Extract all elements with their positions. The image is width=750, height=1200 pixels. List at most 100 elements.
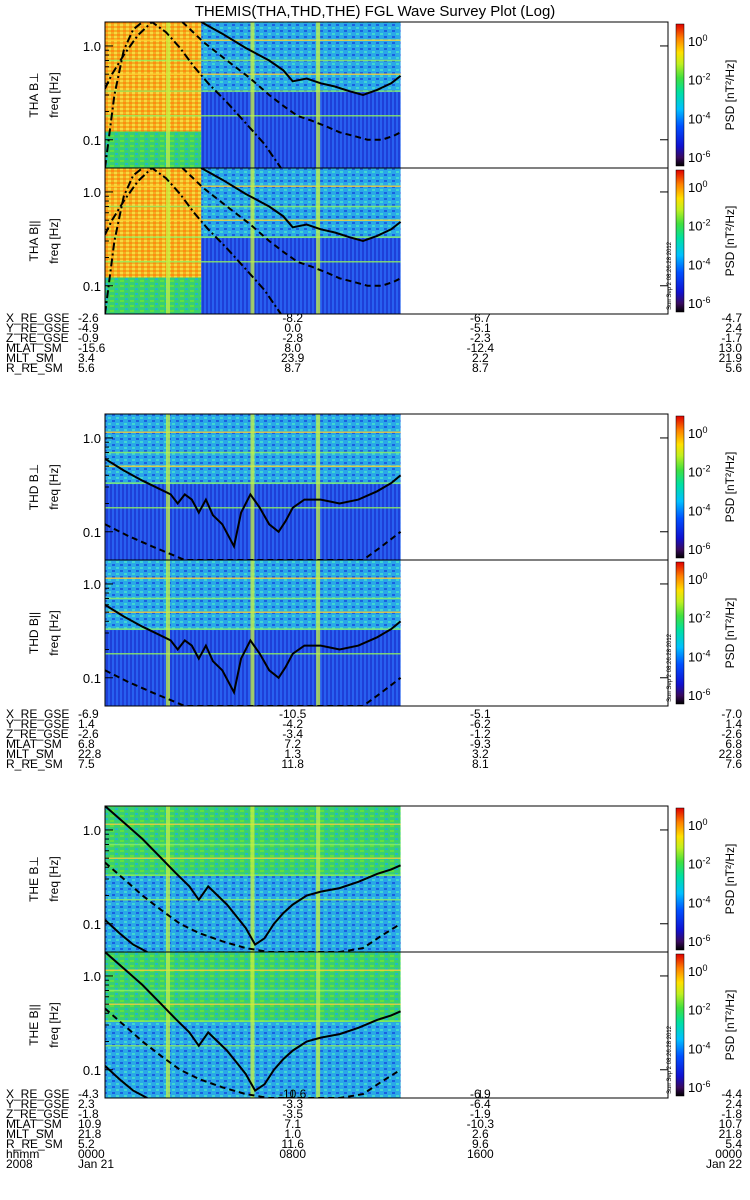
y-tick-label: 0.1 <box>83 1063 101 1078</box>
ephemeris-value: 8.1 <box>472 757 489 771</box>
ephemeris-label: Z_RE_GSE <box>6 1107 69 1121</box>
y-label-freq: freq [Hz] <box>47 610 61 655</box>
panel-thd-bperp <box>104 413 685 561</box>
ephemeris-value: -5.1 <box>470 321 491 335</box>
colorbar-tick-label: 10-2 <box>688 610 710 626</box>
y-tick-label: 0.1 <box>83 917 101 932</box>
curve-solid <box>200 22 402 97</box>
curve-solid <box>105 457 402 550</box>
ephemeris-value: -6.7 <box>470 311 491 325</box>
ephemeris-label: X_RE_GSE <box>6 707 69 721</box>
colorbar-label: PSD [nT²/Hz] <box>723 60 737 131</box>
ephemeris-value: -1.2 <box>470 727 491 741</box>
ephemeris-label: Y_RE_GSE <box>6 717 69 731</box>
ephemeris-label: MLT_SM <box>6 1127 54 1141</box>
y-tick-label: 0.1 <box>83 133 101 148</box>
ephemeris-value: 5.6 <box>78 361 95 375</box>
ephemeris-value: -10.5 <box>279 707 307 721</box>
colorbar <box>675 561 685 705</box>
ephemeris-value: 1.4 <box>78 717 95 731</box>
ephemeris-value: 7.5 <box>78 757 95 771</box>
y-label-freq: freq [Hz] <box>47 218 61 263</box>
colorbar-tick-label: 100 <box>688 179 707 195</box>
ephemeris-label: MLAT_SM <box>6 737 62 751</box>
colorbar <box>675 415 685 559</box>
ephemeris-label: R_RE_SM <box>6 757 63 771</box>
ephemeris-value: -6.9 <box>78 707 99 721</box>
time-axis-label: hhmm <box>6 1147 39 1161</box>
colorbar-tick-label: 10-4 <box>688 1040 710 1056</box>
ephemeris-value: -2.6 <box>78 311 99 325</box>
ephemeris-value: -6.2 <box>470 717 491 731</box>
ephemeris-value: -2.6 <box>721 727 742 741</box>
burst-stripe <box>165 22 170 168</box>
ephemeris-label: X_RE_GSE <box>6 1087 69 1101</box>
ephemeris-value: -1.9 <box>470 1107 491 1121</box>
burst-stripe <box>250 414 255 560</box>
ephemeris-value: 11.6 <box>281 1137 304 1151</box>
ephemeris-value: -15.6 <box>78 341 106 355</box>
colorbar-tick-label: 10-6 <box>688 933 710 949</box>
timestamp-stamp: Sun Sep 2 08:26:28 2012 <box>667 241 673 310</box>
y-tick-label: 1.0 <box>83 185 101 200</box>
y-label-freq: freq [Hz] <box>47 1002 61 1047</box>
ephemeris-value: -4.4 <box>721 1087 742 1101</box>
colorbar-label: PSD [nT²/Hz] <box>723 206 737 277</box>
ephemeris-value: -10.3 <box>467 1117 495 1131</box>
ephemeris-value: 1.0 <box>284 1127 301 1141</box>
curve-solid <box>105 603 402 696</box>
spectrogram-0 <box>105 22 401 168</box>
curve-dashed <box>181 22 402 141</box>
ephemeris-label: Y_RE_GSE <box>6 321 69 335</box>
y-tick-label: 0.1 <box>83 279 101 294</box>
y-label-freq: freq [Hz] <box>47 856 61 901</box>
ephemeris-value: 13.0 <box>719 341 743 355</box>
y-label-probe: THE B⊥ <box>27 856 41 902</box>
timestamp-stamp: Sun Sep 2 08:26:28 2012 <box>667 633 673 702</box>
colorbar-tick-label: 10-6 <box>688 295 710 311</box>
curve-dashed <box>105 669 402 706</box>
ephemeris-value: 3.2 <box>472 747 489 761</box>
y-label-probe: THA B⊥ <box>27 72 41 117</box>
burst-stripe <box>165 168 170 314</box>
ephemeris-value: -4.7 <box>721 311 742 325</box>
curve-dashdot <box>105 22 144 168</box>
ephemeris-value: 7.2 <box>284 737 301 751</box>
burst-stripe <box>250 952 255 1098</box>
burst-stripe <box>250 22 255 168</box>
ephemeris-value: 2.3 <box>78 1097 95 1111</box>
colorbar-label: PSD [nT²/Hz] <box>723 990 737 1061</box>
ephemeris-value: 1.4 <box>725 717 742 731</box>
colorbar-tick-label: 10-4 <box>688 110 710 126</box>
ephemeris-value: 21.8 <box>719 1127 743 1141</box>
colorbar-tick-label: 100 <box>688 963 707 979</box>
ephemeris-value: 6.8 <box>725 737 742 751</box>
burst-stripe <box>165 560 170 706</box>
colorbar-tick-label: 100 <box>688 425 707 441</box>
ephemeris-value: 8.0 <box>284 341 301 355</box>
y-tick-label: 1.0 <box>83 823 101 838</box>
ephemeris-label: R_RE_SM <box>6 361 63 375</box>
ephemeris-label: Z_RE_GSE <box>6 727 69 741</box>
date-label: Jan 21 <box>78 1157 114 1171</box>
y-label-probe: THD B|| <box>27 612 41 654</box>
time-tick-label: 0000 <box>78 1147 105 1161</box>
ephemeris-value: 5.4 <box>725 1137 742 1151</box>
colorbar-tick-label: 10-2 <box>688 1002 710 1018</box>
y-tick-label: 1.0 <box>83 431 101 446</box>
ephemeris-value: -0.9 <box>78 331 99 345</box>
ephemeris-value: -2.8 <box>282 331 303 345</box>
colorbar <box>675 169 685 313</box>
burst-stripe <box>316 560 321 706</box>
burst-stripe <box>250 560 255 706</box>
spectrogram-warm-region <box>105 131 202 168</box>
spectrogram-2 <box>105 414 401 560</box>
ephemeris-value: -2.6 <box>78 727 99 741</box>
ephemeris-value: 2.6 <box>472 1127 489 1141</box>
ephemeris-value: 7.1 <box>284 1117 301 1131</box>
colorbar-tick-label: 10-2 <box>688 464 710 480</box>
burst-stripe <box>250 806 255 952</box>
curve-dashed <box>105 523 402 560</box>
burst-stripe <box>316 806 321 952</box>
colorbar-label: PSD [nT²/Hz] <box>723 844 737 915</box>
